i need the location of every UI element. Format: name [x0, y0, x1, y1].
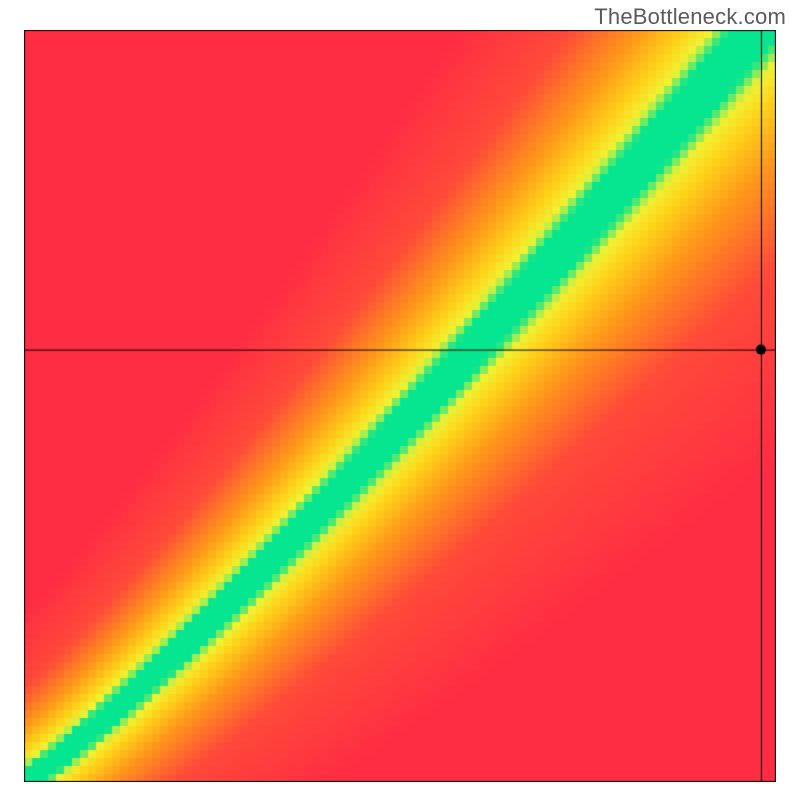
watermark-text: TheBottleneck.com	[594, 4, 786, 30]
heatmap-plot	[24, 30, 776, 782]
heatmap-canvas	[24, 30, 776, 782]
chart-container: TheBottleneck.com	[0, 0, 800, 800]
